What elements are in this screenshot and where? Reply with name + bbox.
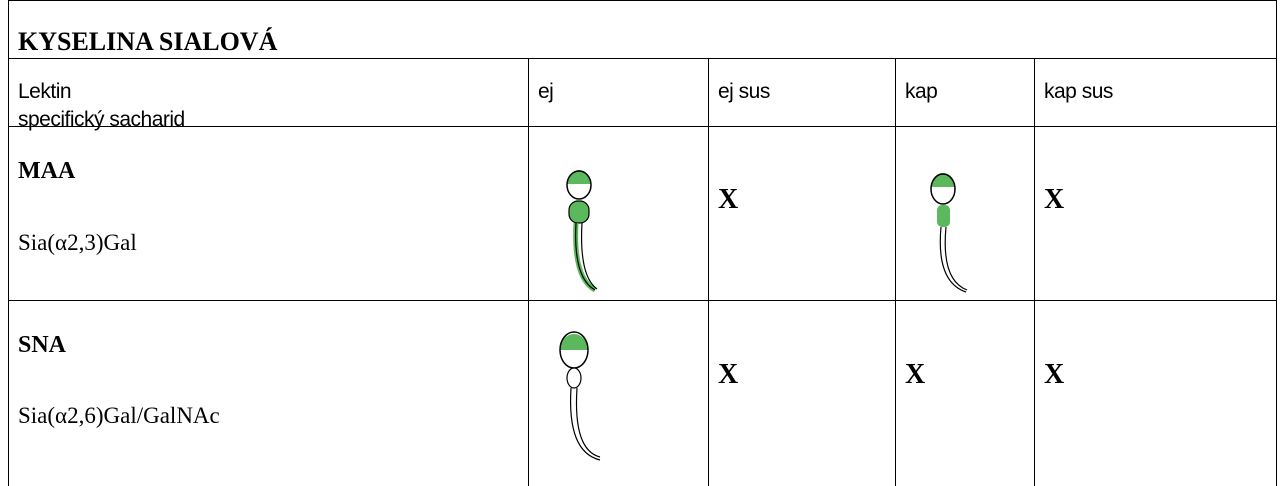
header-cell: kap (905, 80, 938, 103)
header-cell: Lektin (18, 80, 72, 103)
header-cell: specifický sacharid (18, 108, 185, 131)
sperm-icon (930, 173, 968, 293)
mark: X (905, 359, 926, 390)
header-cell: kap sus (1044, 80, 1113, 103)
lectin: SNA (18, 332, 67, 358)
header-cell: ej (538, 80, 554, 103)
border (8, 0, 1276, 1)
border (8, 58, 1276, 59)
border (528, 58, 529, 486)
lectin: MAA (18, 158, 76, 184)
sugar: Sia(α2,3)Gal (18, 230, 137, 255)
border (895, 58, 896, 486)
mark: X (1044, 184, 1065, 215)
header-cell: ej sus (718, 80, 770, 103)
border (1276, 0, 1277, 486)
sperm-icon (566, 170, 598, 293)
mark: X (718, 359, 739, 390)
border (8, 0, 9, 486)
sugar: Sia(α2,6)Gal/GalNAc (18, 403, 220, 428)
mark: X (1044, 359, 1065, 390)
sperm-icon (559, 331, 601, 461)
border (8, 126, 1276, 127)
border (1034, 58, 1035, 486)
mark: X (718, 184, 739, 215)
border (8, 300, 1276, 301)
title: KYSELINA SIALOVÁ (18, 27, 278, 56)
border (708, 58, 709, 486)
